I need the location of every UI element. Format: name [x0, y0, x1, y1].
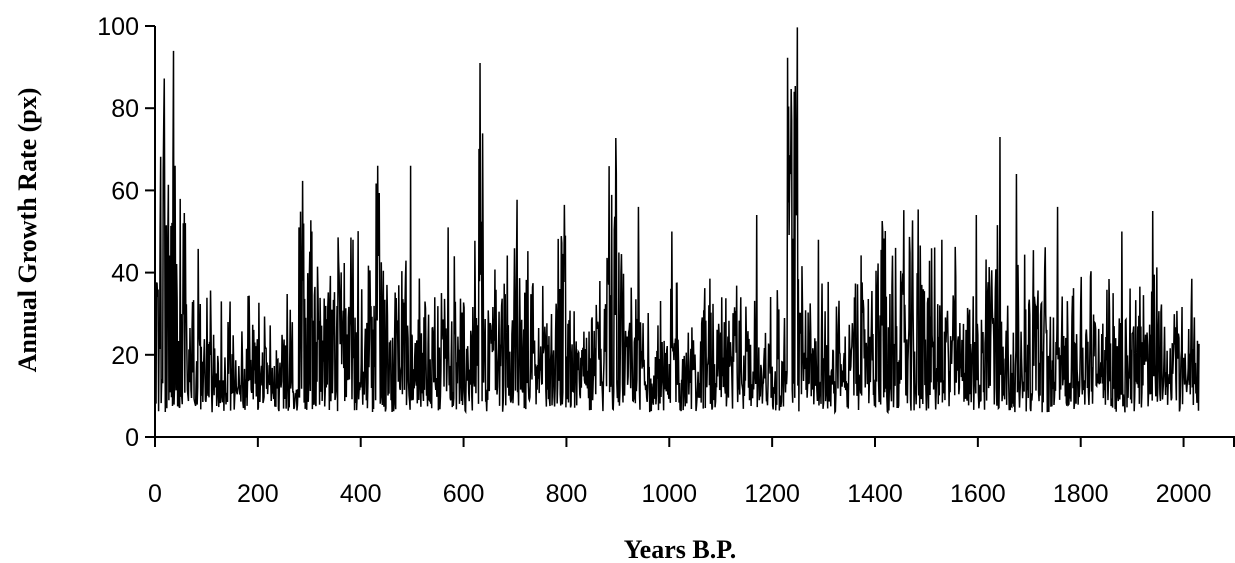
growth-rate-series-line: [154, 27, 1200, 415]
x-axis-ticks: [154, 437, 1235, 447]
x-tick-label: 600: [443, 480, 485, 508]
x-axis-title: Years B.P.: [624, 535, 736, 563]
x-tick-label: 800: [546, 480, 588, 508]
y-tick-label: 40: [111, 260, 139, 288]
x-tick-label: 0: [148, 480, 162, 508]
y-axis-ticks: [145, 25, 155, 438]
x-tick-label: 1000: [641, 480, 697, 508]
y-tick-label: 80: [111, 95, 139, 123]
x-tick-label: 1400: [847, 480, 903, 508]
y-tick-label: 100: [97, 13, 139, 41]
x-tick-label: 400: [340, 480, 382, 508]
x-axis-tick-labels: 0 200 400 600 800 1000 1200 1400 1600 1800 2000: [148, 480, 1211, 508]
x-tick-label: 1600: [950, 480, 1006, 508]
x-tick-label: 2000: [1156, 480, 1212, 508]
x-tick-label: 200: [237, 480, 279, 508]
y-axis-title: Annual Growth Rate (px): [13, 88, 42, 373]
y-tick-label: 60: [111, 177, 139, 205]
y-tick-label: 0: [125, 424, 139, 452]
y-axis-tick-labels: 0 20 40 60 80 100: [97, 13, 139, 452]
x-tick-label: 1800: [1053, 480, 1109, 508]
x-tick-label: 1200: [744, 480, 800, 508]
plot-area: [154, 27, 1200, 415]
y-tick-label: 20: [111, 342, 139, 370]
